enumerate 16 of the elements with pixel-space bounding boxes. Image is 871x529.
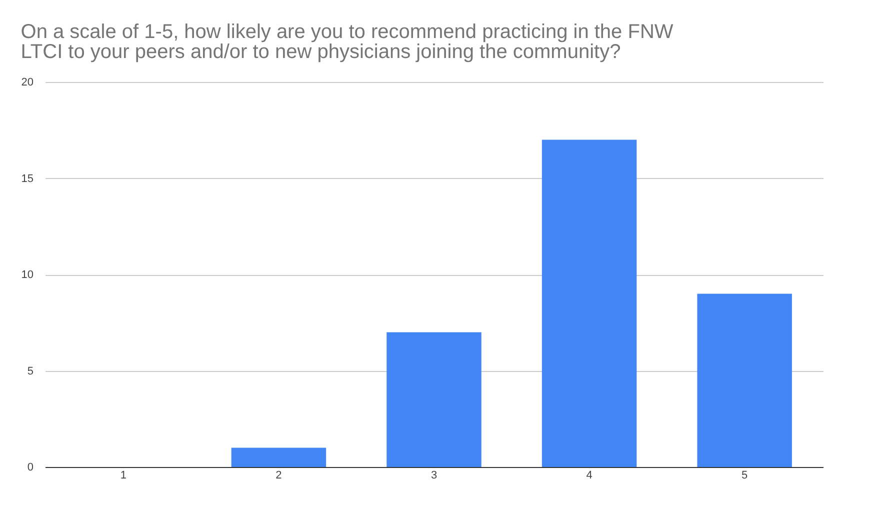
text: On a scale of 1-5, how likely are you to recommend practicing in the FNW (20, 21, 674, 43)
y-tick-label: 10 (21, 269, 34, 281)
y-tick-label: 0 (27, 462, 34, 474)
x-tick-label: 2 (276, 470, 282, 482)
bar (386, 332, 482, 467)
y-tick-label: 15 (21, 172, 34, 185)
x-tick-label: 3 (430, 470, 438, 482)
y-tick-label: 5 (27, 365, 34, 378)
text: LTCI to your peers and/or to new physicians joining the community? (20, 41, 621, 63)
x-tick-label: 5 (742, 470, 748, 482)
x-tick-label: 1 (120, 470, 126, 482)
x-tick-label: 4 (586, 470, 592, 482)
y-tick-label: 20 (21, 76, 34, 88)
bar (697, 294, 792, 467)
bar (231, 448, 326, 467)
bar (542, 140, 637, 467)
